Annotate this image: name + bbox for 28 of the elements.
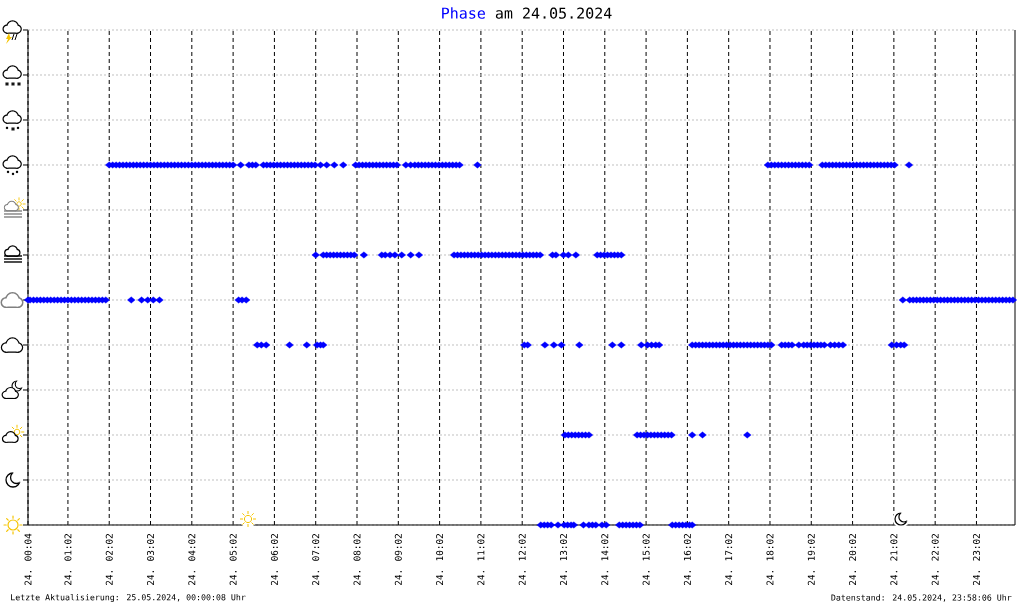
x-tick-label: 24. 15:02 — [642, 534, 650, 586]
x-tick-label: 24. 05:02 — [229, 534, 237, 586]
x-tick-label: 24. 06:02 — [270, 534, 278, 586]
x-tick-label: 24. 10:02 — [436, 534, 444, 586]
x-tick-label: 24. 23:02 — [972, 534, 980, 586]
x-tick-label: 24. 07:02 — [312, 534, 320, 586]
x-tick-label: 24. 00:04 — [24, 533, 32, 586]
x-tick-label: 24. 09:02 — [394, 534, 402, 586]
x-tick-label: 24. 13:02 — [559, 534, 568, 586]
x-tick-label: 24. 12:02 — [518, 534, 526, 586]
x-tick-label: 24. 04:02 — [188, 534, 196, 586]
x-tick-label: 24. 08:02 — [353, 534, 361, 586]
text: Letzte Aktualisierung: 25.05.2024, 00:00:08 Uhr — [11, 593, 246, 603]
x-tick-label: 24. 16:02 — [683, 534, 691, 586]
chart-title: am 24.05.2024 — [495, 7, 612, 19]
x-tick-label: 24. 19:02 — [807, 534, 815, 586]
x-tick-label: 24. 02:02 — [105, 534, 113, 586]
x-tick-label: 24. 11:02 — [477, 534, 485, 586]
x-tick-label: 24. 17:02 — [725, 534, 733, 586]
x-tick-label: 24. 14:02 — [601, 534, 609, 586]
text: Datenstand: 24.05.2024, 23:58:06 Uhr — [831, 594, 1012, 602]
x-tick-label: 24. 01:02 — [64, 534, 72, 586]
x-tick-label: 24. 18:02 — [766, 534, 774, 586]
x-tick-label: 24. 03:02 — [147, 534, 155, 586]
x-tick-label: 24. 20:02 — [849, 534, 857, 586]
text: Phase — [442, 7, 485, 19]
x-tick-label: 24. 21:02 — [890, 534, 898, 586]
x-tick-label: 24. 22:02 — [931, 534, 939, 586]
